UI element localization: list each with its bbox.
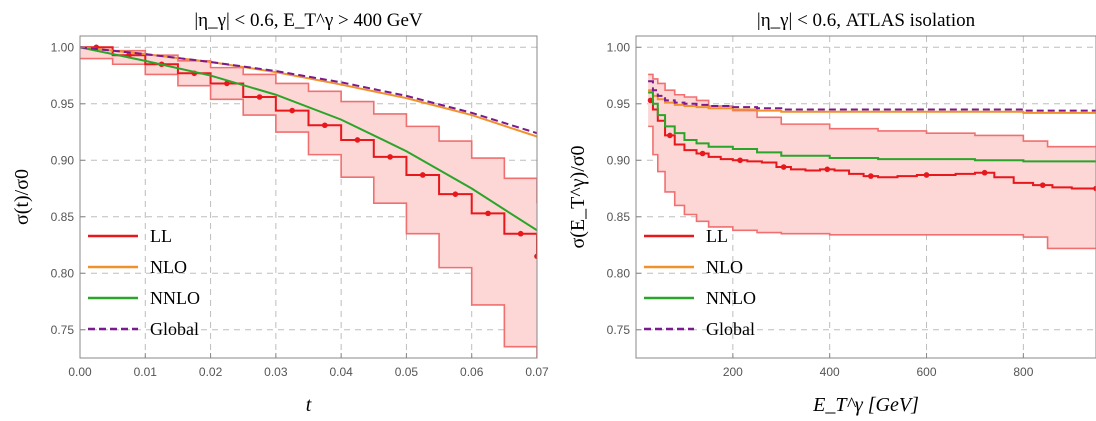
band-lower-edge [80, 57, 537, 358]
legend-label-nnlo: NNLO [150, 288, 200, 308]
x-axis-label: E_T^γ [GeV] [812, 394, 919, 416]
data-point-ll [981, 169, 988, 176]
x-tick-label: 0.04 [329, 365, 353, 379]
data-point-ll [923, 172, 930, 178]
data-point-ll [419, 172, 426, 178]
x-tick-label: 0.03 [264, 365, 288, 379]
band-upper-edge [648, 73, 1096, 148]
x-tick-label: 0.02 [199, 365, 223, 379]
x-tick-label: 0.00 [68, 365, 92, 379]
data-point-ll [256, 94, 263, 100]
band-upper-edge [80, 46, 537, 204]
series-line-global [80, 46, 537, 135]
x-axis-label: t [306, 394, 312, 416]
y-tick-label: 0.75 [51, 323, 75, 337]
legend-label-nnlo: NNLO [706, 288, 756, 308]
legend: LL NLO NNLO Global [644, 226, 756, 339]
plot-area [80, 44, 537, 358]
legend-label-global: Global [706, 319, 755, 339]
data-point-ll [737, 157, 743, 164]
chart-panel-1: 0.00 0.01 0.02 0.03 0.04 0.05 0.06 0.07 0.75 0.80… [11, 10, 549, 416]
legend-label-ll: LL [150, 226, 172, 246]
y-tick-label: 0.75 [607, 323, 631, 337]
chart-panel-2: 200 400 600 800 0.75 0.80 0.85 0.90 0.95 1.00 |η_γ… [567, 10, 1096, 416]
plot-frame [635, 35, 1096, 359]
legend-label-ll: LL [706, 226, 728, 246]
data-point-ll [289, 107, 295, 114]
data-point-ll [699, 150, 706, 157]
data-point-ll [387, 154, 393, 160]
data-point-ll [1039, 182, 1046, 188]
y-axis-label: σ(t)/σ0 [11, 169, 33, 225]
series-line-ll [80, 46, 537, 257]
data-point-ll [868, 173, 874, 179]
chart-title: |η_γ| < 0.6, E_T^γ > 400 GeV [194, 10, 423, 31]
data-point-ll [1093, 185, 1096, 192]
plot-area [647, 73, 1096, 250]
y-axis-label: σ(E_T^γ)/σ0 [567, 145, 589, 248]
series-line-nnlo [648, 91, 1096, 163]
series-line-nlo [648, 89, 1096, 114]
data-point-ll [517, 230, 524, 237]
plot-frame [79, 35, 538, 359]
y-tick-label: 0.80 [51, 266, 75, 280]
x-tick-label: 200 [723, 365, 743, 379]
series-line-nlo [80, 46, 537, 138]
gridlines [636, 36, 1096, 358]
chart-title: |η_γ| < 0.6, ATLAS isolation [757, 10, 976, 31]
y-tick-label: 0.80 [607, 266, 631, 280]
x-tick-label: 0.05 [395, 365, 419, 379]
x-tick-label: 0.06 [460, 365, 484, 379]
band-lower-edge [648, 125, 1096, 250]
x-tick-label: 0.07 [525, 365, 549, 379]
legend: LL NLO NNLO Global [88, 226, 200, 339]
data-point-ll [647, 97, 654, 104]
x-tick-label: 400 [820, 365, 840, 379]
legend-label-global: Global [150, 319, 199, 339]
y-tick-label: 0.90 [607, 153, 631, 167]
legend-label-nlo: NLO [150, 257, 187, 277]
data-point-ll [824, 166, 831, 173]
data-point-ll [452, 191, 459, 197]
data-point-ll [354, 137, 361, 143]
x-tick-label: 800 [1013, 365, 1033, 379]
x-tick-label: 600 [917, 365, 937, 379]
legend-label-nlo: NLO [706, 257, 743, 277]
x-tick-label: 0.01 [134, 365, 158, 379]
y-tick-label: 0.85 [51, 210, 75, 224]
series-line-ll [648, 99, 1096, 190]
data-point-ll [780, 164, 787, 170]
data-point-ll [322, 122, 328, 129]
data-point-ll [485, 210, 491, 217]
data-point-ll [534, 253, 537, 260]
series-line-global [648, 80, 1096, 112]
y-tick-label: 0.85 [607, 210, 631, 224]
y-tick-label: 1.00 [51, 40, 75, 54]
data-point-ll [667, 132, 673, 139]
y-tick-label: 0.95 [607, 97, 631, 111]
y-tick-label: 1.00 [607, 40, 631, 54]
ll-uncertainty-band [80, 47, 537, 358]
series-line-nnlo [80, 46, 537, 232]
y-tick-label: 0.95 [51, 97, 75, 111]
data-point-ll [224, 80, 230, 87]
y-tick-label: 0.90 [51, 153, 75, 167]
